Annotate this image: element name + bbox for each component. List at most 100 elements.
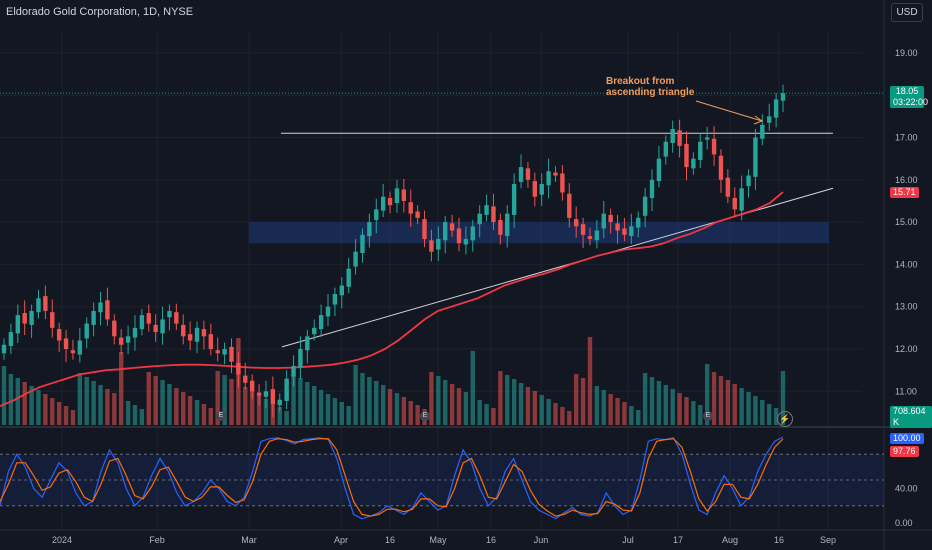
candle-body [36,298,41,313]
candle-body [8,332,14,347]
candle-body [601,213,606,229]
stoch-d-line [0,438,784,517]
time-tick-label: Jun [534,535,549,545]
volume-bar [415,405,420,425]
candle-body [449,223,455,231]
volume-bar [98,385,103,425]
volume-bar [704,364,710,425]
candle-body [753,137,758,177]
volume-bar [194,400,200,425]
candle-body [456,228,462,244]
volume-bar [50,398,55,425]
candle-body [532,181,538,197]
volume-bar [443,380,448,425]
candle-body [70,350,76,354]
currency-button[interactable]: USD [891,3,923,22]
candle-body [704,137,710,140]
candle-body [539,184,544,195]
candle-body [312,327,317,335]
annotation-text[interactable]: Breakout from ascending triangle [606,76,694,98]
volume-bar [277,407,282,425]
ma-value-tag: 15.71 [890,187,919,198]
volume-bar [594,386,600,425]
volume-bar [91,381,96,425]
candle-body [429,240,434,252]
price-tick-label: 16.00 [895,175,918,185]
volume-bar [601,390,606,425]
volume-bar [622,402,627,425]
symbol-title[interactable]: Eldorado Gold Corporation, 1D, NYSE [6,6,194,18]
candle-body [670,129,675,143]
candle-body [498,219,503,235]
time-tick-label: Aug [722,535,738,545]
volume-bar [367,377,372,425]
time-tick-label: Sep [820,535,836,545]
candle-body [353,251,358,267]
time-tick-label: Apr [334,535,348,545]
candle-body [77,340,83,355]
volume-bar [573,374,579,425]
volume-bar [84,377,89,425]
volume-bar [484,404,489,425]
volume-bar [739,388,744,425]
volume-bar [256,395,262,425]
earnings-badge[interactable]: E [420,411,430,421]
volume-bar [511,379,517,425]
volume-bar [181,392,186,425]
volume-bar [1,366,7,425]
volume-bar [470,351,475,425]
candle-body [43,296,48,311]
last-price-value: 18.05 [895,86,919,96]
candle-body [573,219,579,227]
candle-body [63,338,69,349]
candle-body [243,375,248,383]
volume-bar [456,388,462,425]
candle-body [394,188,400,204]
volume-bar [525,387,531,425]
stoch-k-line [0,436,784,520]
volume-bar [77,373,83,425]
earnings-badge[interactable]: E [703,411,713,421]
candle-body [518,167,524,182]
candle-body [443,222,448,241]
candle-body [387,197,393,206]
annotation-arrow [695,100,764,125]
candle-body [725,177,731,197]
price-tick-label: 15.00 [895,217,918,227]
volume-bar [670,389,675,425]
volume-bar [753,396,758,425]
candle-body [711,138,717,155]
lightning-icon[interactable]: ⚡ [777,411,793,427]
time-tick-label: Feb [149,535,165,545]
candle-body [629,226,634,237]
volume-bar [374,381,379,425]
price-tick-label: 13.00 [895,302,918,312]
volume-bar [15,378,20,425]
candle-body [325,306,331,317]
candle-body [408,202,413,214]
candle-body [270,389,276,404]
time-tick-label: 16 [385,535,395,545]
candle-body [15,315,20,334]
time-axis: 2024 Feb Mar Apr 16 May 16 Jun Jul 17 Aug 16 Sep [52,535,836,545]
volume-bar [112,393,117,425]
volume-bar [463,392,469,425]
candle-body [22,313,27,324]
candle-body [732,197,737,210]
stoch-lines [0,436,884,520]
moving-average-line [0,191,784,407]
volume-bar [732,384,737,425]
candle-body [91,310,96,325]
time-tick-label: Jul [622,535,634,545]
candle-body [222,349,227,355]
candle-body [546,171,551,186]
volume-bar [325,394,331,425]
candle-body [580,224,586,235]
candle-body [463,239,469,245]
earnings-badge[interactable]: E [216,411,226,421]
candle-body [125,336,131,343]
stoch-tick-label: 0.00 [895,518,913,528]
volume-bar [553,403,558,425]
